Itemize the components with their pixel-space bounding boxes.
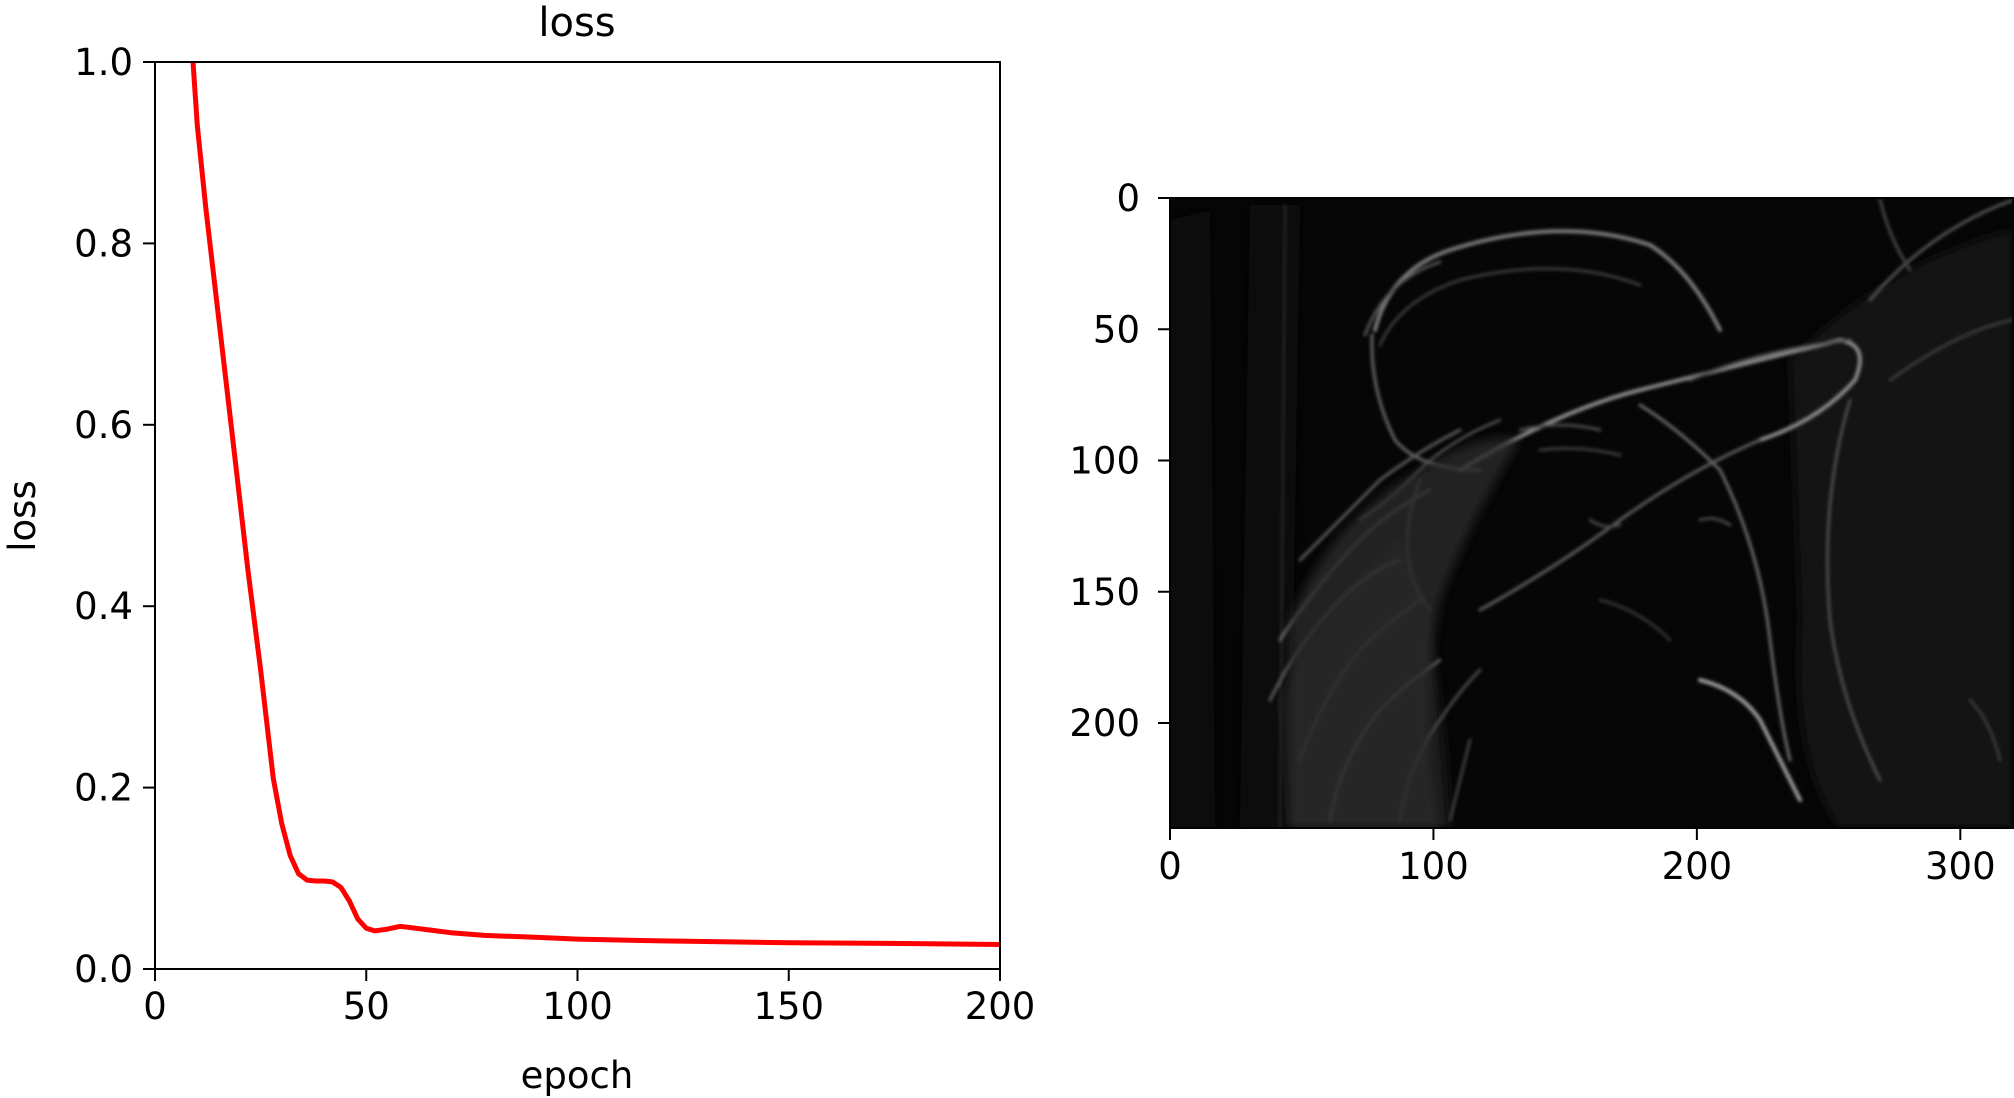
image-x-tick-label: 300 (1925, 845, 1996, 888)
y-tick-label: 0.8 (74, 222, 133, 265)
image-y-tick-label: 150 (1069, 571, 1140, 614)
y-tick-label: 0.0 (74, 948, 133, 991)
image-y-tick-label: 100 (1069, 440, 1140, 483)
x-tick-label: 100 (542, 985, 613, 1028)
x-tick-label: 0 (143, 985, 167, 1028)
y-tick-label: 1.0 (74, 41, 133, 84)
x-axis-label: epoch (521, 1054, 634, 1097)
y-tick-label: 0.2 (74, 767, 133, 810)
loss-series-line (190, 61, 1001, 947)
image-x-tick-label: 100 (1398, 845, 1469, 888)
y-tick-label: 0.6 (74, 404, 133, 447)
loss-chart: loss 0 50 100 150 200 0.0 0.2 0.4 0.6 0.8 1.0 epoc… (1, 0, 1035, 1097)
image-frame (1169, 197, 2014, 829)
image-y-tick-label: 50 (1093, 308, 1140, 351)
edge-image-panel: 0 100 200 300 0 50 100 150 200 (1069, 177, 2014, 888)
chart-title: loss (538, 0, 615, 46)
edge-image (1170, 198, 2013, 828)
y-tick-label: 0.4 (74, 585, 133, 628)
image-y-tick-label: 200 (1069, 702, 1140, 745)
image-x-tick-label: 200 (1662, 845, 1733, 888)
loss-plot-frame (154, 61, 1001, 970)
y-axis-label: loss (1, 480, 44, 551)
x-tick-label: 50 (343, 985, 390, 1028)
left-axis-ticks: 0 50 100 150 200 0.0 0.2 0.4 0.6 0.8 1.0 (74, 41, 1035, 1028)
image-x-tick-label: 0 (1158, 845, 1182, 888)
right-axis-ticks: 0 100 200 300 0 50 100 150 200 (1069, 177, 1995, 888)
x-tick-label: 200 (965, 985, 1036, 1028)
x-tick-label: 150 (753, 985, 824, 1028)
image-y-tick-label: 0 (1116, 177, 1140, 220)
